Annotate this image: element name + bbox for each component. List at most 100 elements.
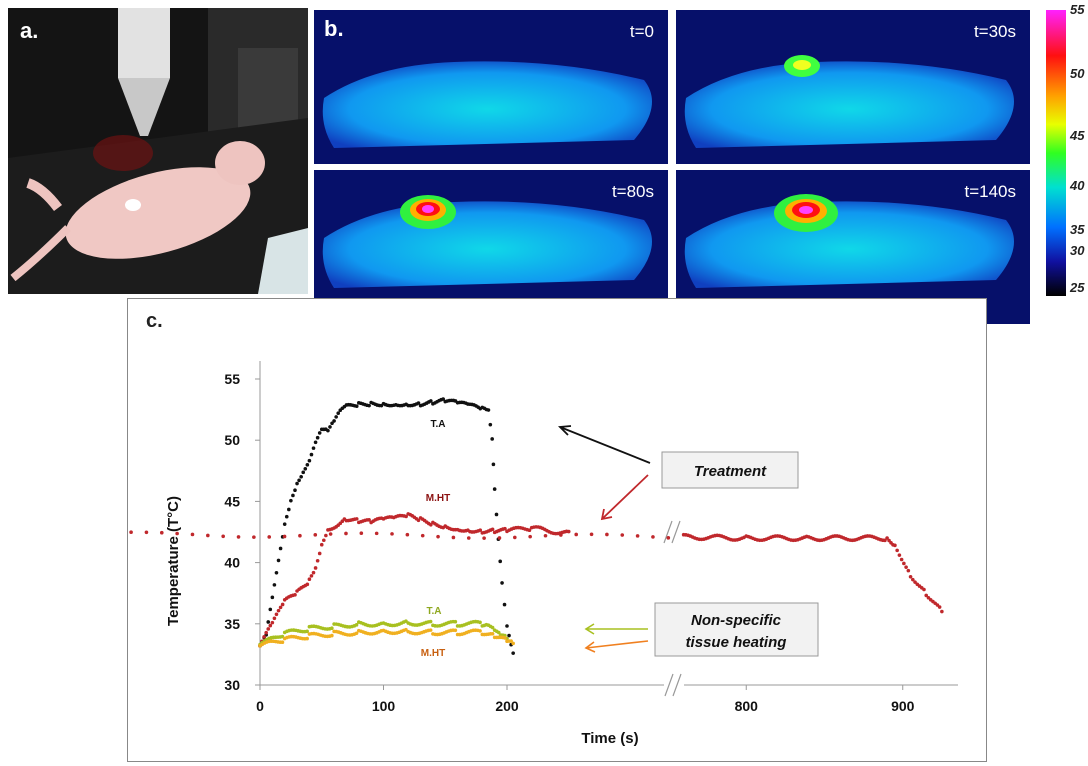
data-point-series-1 (605, 532, 609, 537)
data-point-series-1 (311, 570, 316, 575)
colorbar-tick: 55 (1070, 2, 1085, 17)
arrowhead (584, 623, 595, 635)
data-point-series-1 (264, 630, 268, 635)
y-tick-label: 55 (224, 371, 240, 387)
data-point-series-1 (252, 535, 256, 539)
data-point-series-2 (453, 619, 458, 624)
data-point-series-1 (635, 534, 640, 538)
y-tick-label: 45 (224, 493, 240, 509)
data-point-series-0 (332, 419, 336, 423)
panel-a-label: a. (20, 18, 39, 43)
data-point-series-1 (274, 612, 279, 617)
data-point-series-0 (303, 466, 308, 471)
data-point-series-1 (924, 593, 929, 598)
data-point-series-1 (344, 531, 348, 536)
data-point-series-1 (315, 558, 320, 563)
data-point-series-1 (313, 533, 318, 537)
data-point-series-0 (505, 624, 509, 628)
axis-break-mark (671, 520, 681, 544)
data-point-series-2 (330, 626, 334, 631)
data-point-series-1 (436, 534, 440, 539)
panel-c-label: c. (146, 310, 163, 332)
data-point-series-1 (885, 536, 889, 540)
data-point-series-0 (494, 512, 499, 517)
x-tick-label: 900 (891, 698, 915, 714)
panel-b-label: b. (324, 16, 344, 41)
thermal-mouse (322, 61, 652, 149)
data-point-series-1 (319, 542, 324, 547)
data-point-series-3 (428, 628, 433, 632)
data-point-series-1 (908, 574, 913, 579)
nonspecific-box (654, 602, 819, 657)
colorbar-tick: 30 (1070, 243, 1085, 258)
data-point-series-1 (268, 623, 273, 628)
series-label-mht-orange: M.HT (421, 648, 445, 659)
data-point-series-3 (511, 641, 515, 646)
data-point-series-0 (287, 507, 291, 512)
nonspecific-arrow-orange (585, 640, 649, 649)
data-point-series-1 (190, 532, 195, 537)
thermal-mouse (322, 195, 652, 288)
data-point-series-0 (299, 475, 303, 479)
data-point-series-0 (498, 559, 503, 564)
data-point-series-1 (272, 616, 277, 621)
data-point-series-1 (129, 530, 133, 534)
time-label: t=80s (611, 182, 654, 201)
data-point-series-1 (490, 527, 495, 532)
data-point-series-1 (390, 532, 394, 536)
data-point-series-1 (305, 582, 310, 587)
thermal-tile-t0: b. t=0 (314, 10, 668, 164)
data-point-series-0 (330, 421, 334, 426)
data-point-series-1 (144, 530, 149, 535)
data-point-series-0 (309, 452, 314, 457)
colorbar-tick: 45 (1070, 128, 1085, 143)
colorbar-tick: 35 (1070, 222, 1085, 237)
data-point-series-0 (315, 435, 320, 440)
data-point-series-0 (334, 415, 338, 419)
data-point-series-1 (298, 533, 302, 538)
data-point-series-1 (893, 543, 897, 548)
data-point-series-0 (441, 397, 445, 401)
data-point-series-1 (913, 580, 917, 584)
data-point-series-1 (276, 608, 281, 613)
data-point-series-1 (307, 577, 312, 582)
data-point-series-1 (497, 536, 502, 540)
time-label: t=30s (973, 22, 1016, 41)
data-point-series-1 (278, 605, 283, 610)
x-axis-label: Time (s) (581, 730, 638, 747)
data-point-series-0 (272, 583, 277, 587)
data-point-series-0 (274, 571, 279, 575)
axis-break-mark (663, 520, 673, 544)
data-point-series-1 (270, 620, 275, 625)
data-point-series-3 (330, 633, 334, 638)
data-point-series-1 (451, 535, 456, 540)
data-point-series-1 (904, 565, 908, 569)
data-point-series-1 (922, 587, 926, 592)
x-tick-label: 200 (495, 698, 519, 714)
data-point-series-1 (651, 535, 655, 539)
treatment-arrow-red (601, 474, 649, 520)
data-point-series-1 (620, 533, 625, 537)
data-point-series-1 (478, 528, 483, 532)
axis-break-mark (664, 673, 674, 697)
data-point-series-0 (317, 431, 322, 435)
data-point-series-1 (309, 574, 314, 578)
data-point-series-0 (429, 399, 433, 403)
treatment-box (661, 451, 799, 489)
nonspecific-annotation-line1: Non-specific (691, 612, 782, 629)
data-point-series-0 (511, 651, 515, 655)
data-point-series-0 (416, 401, 421, 405)
data-point-series-0 (311, 446, 316, 450)
data-point-series-3 (453, 628, 458, 633)
data-point-series-0 (486, 408, 491, 412)
thermal-mouse (684, 194, 1014, 288)
data-point-series-0 (507, 633, 511, 638)
data-point-series-1 (313, 566, 318, 570)
data-point-series-2 (490, 625, 495, 630)
data-point-series-3 (490, 631, 495, 636)
data-point-series-1 (503, 526, 507, 531)
data-point-series-1 (897, 553, 902, 557)
photo-panel: a. (8, 8, 308, 294)
data-point-series-0 (266, 620, 271, 624)
y-tick-label: 40 (224, 555, 240, 571)
